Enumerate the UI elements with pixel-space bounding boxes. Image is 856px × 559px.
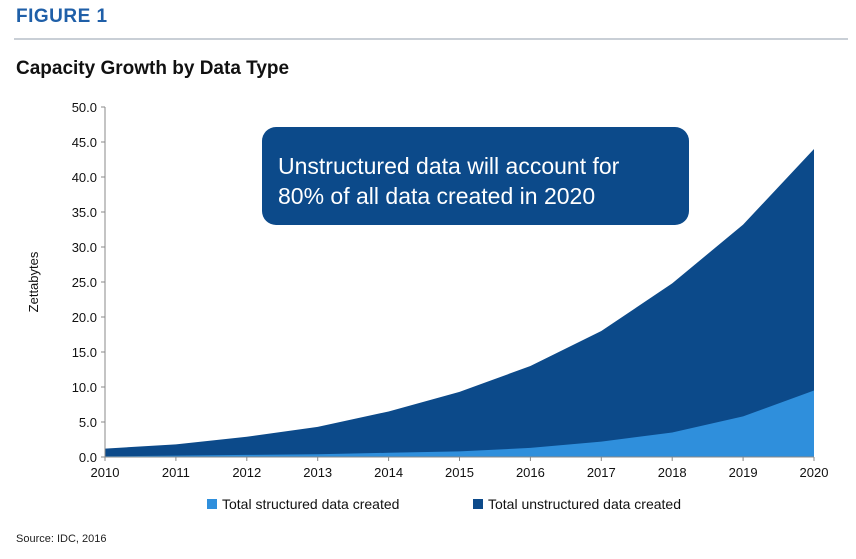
chart-areas	[105, 149, 814, 457]
chart-axes	[101, 106, 815, 461]
y-tick-label: 45.0	[72, 135, 97, 150]
y-tick-label: 50.0	[72, 100, 97, 115]
y-tick-label: 40.0	[72, 170, 97, 185]
x-tick-label: 2017	[587, 465, 616, 480]
y-tick-label: 25.0	[72, 275, 97, 290]
legend-label-structured: Total structured data created	[222, 496, 399, 512]
chart-title: Capacity Growth by Data Type	[16, 58, 290, 79]
x-tick-label: 2010	[91, 465, 120, 480]
y-tick-label: 5.0	[79, 415, 97, 430]
y-axis-label: Zettabytes	[26, 251, 41, 312]
callout-line-2: 80% of all data created in 2020	[278, 183, 595, 209]
x-tick-label: 2016	[516, 465, 545, 480]
x-tick-label: 2012	[232, 465, 261, 480]
figure-label: FIGURE 1	[16, 6, 108, 27]
x-tick-label: 2015	[445, 465, 474, 480]
x-tick-label: 2014	[374, 465, 403, 480]
callout-line-1: Unstructured data will account for	[278, 153, 620, 179]
area-chart: 0.0 5.0 10.0 15.0 20.0 25.0 30.0 35.0 40.0 45.0 50…	[26, 100, 829, 512]
y-tick-label: 10.0	[72, 380, 97, 395]
legend: Total structured data created Total unst…	[207, 496, 681, 512]
x-tick-label: 2013	[303, 465, 332, 480]
y-tick-labels: 0.0 5.0 10.0 15.0 20.0 25.0 30.0 35.0 40.0 45.0 50…	[72, 100, 97, 465]
y-tick-label: 35.0	[72, 205, 97, 220]
legend-swatch-unstructured	[473, 499, 483, 509]
callout-box: Unstructured data will account for 80% o…	[262, 127, 689, 225]
series-area-unstructured	[105, 149, 814, 457]
y-tick-label: 0.0	[79, 450, 97, 465]
y-tick-label: 30.0	[72, 240, 97, 255]
x-tick-label: 2018	[658, 465, 687, 480]
legend-label-unstructured: Total unstructured data created	[488, 496, 681, 512]
x-tick-label: 2020	[800, 465, 829, 480]
x-tick-labels: 2010 2011 2012 2013 2014 2015 2016 2017 2018 2019…	[91, 465, 829, 480]
header-divider	[14, 38, 848, 40]
source-note: Source: IDC, 2016	[16, 533, 107, 545]
x-tick-label: 2019	[729, 465, 758, 480]
series-area-structured	[105, 390, 814, 457]
x-tick-label: 2011	[162, 465, 190, 480]
y-tick-label: 20.0	[72, 310, 97, 325]
y-tick-label: 15.0	[72, 345, 97, 360]
legend-swatch-structured	[207, 499, 217, 509]
